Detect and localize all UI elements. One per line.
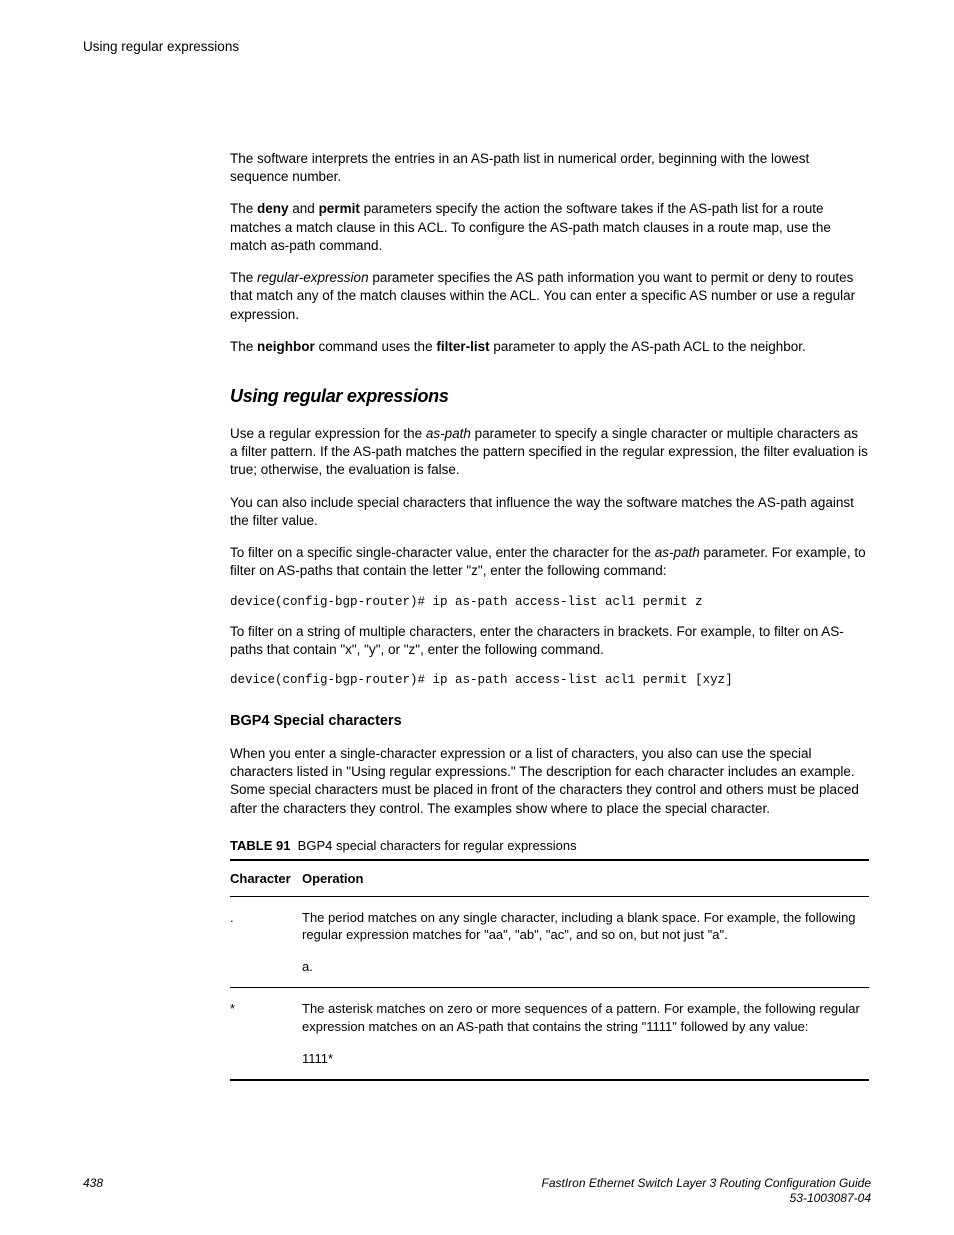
text: The bbox=[230, 270, 257, 285]
main-content: The software interprets the entries in a… bbox=[230, 150, 869, 1081]
footer-doc-info: FastIron Ethernet Switch Layer 3 Routing… bbox=[541, 1176, 871, 1207]
paragraph: The deny and permit parameters specify t… bbox=[230, 200, 869, 255]
operation-text: The period matches on any single charact… bbox=[302, 910, 856, 943]
paragraph: The neighbor command uses the filter-lis… bbox=[230, 338, 869, 356]
footer-title: FastIron Ethernet Switch Layer 3 Routing… bbox=[541, 1176, 871, 1192]
page-number: 438 bbox=[83, 1176, 103, 1190]
bold-term: deny bbox=[257, 201, 289, 216]
paragraph: The regular-expression parameter specifi… bbox=[230, 269, 869, 324]
special-characters-table: Character Operation . The period matches… bbox=[230, 859, 869, 1081]
page-footer: 438 FastIron Ethernet Switch Layer 3 Rou… bbox=[83, 1176, 871, 1207]
column-header: Character bbox=[230, 860, 302, 897]
paragraph: You can also include special characters … bbox=[230, 494, 869, 530]
section-heading: Using regular expressions bbox=[230, 386, 869, 407]
paragraph: To filter on a string of multiple charac… bbox=[230, 623, 869, 659]
table-header-row: Character Operation bbox=[230, 860, 869, 897]
table-label: TABLE 91 bbox=[230, 838, 290, 853]
column-header: Operation bbox=[302, 860, 869, 897]
text: To filter on a specific single-character… bbox=[230, 545, 655, 560]
text: The bbox=[230, 201, 257, 216]
page: Using regular expressions The software i… bbox=[0, 0, 954, 1235]
text: and bbox=[289, 201, 319, 216]
text: parameter to apply the AS-path ACL to th… bbox=[490, 339, 806, 354]
running-header: Using regular expressions bbox=[83, 39, 871, 54]
table-title: BGP4 special characters for regular expr… bbox=[298, 838, 577, 853]
paragraph: The software interprets the entries in a… bbox=[230, 150, 869, 186]
table-row: . The period matches on any single chara… bbox=[230, 896, 869, 988]
text: Use a regular expression for the bbox=[230, 426, 426, 441]
code-block: device(config-bgp-router)# ip as-path ac… bbox=[230, 595, 869, 609]
paragraph: To filter on a specific single-character… bbox=[230, 544, 869, 580]
operation-example: 1111* bbox=[302, 1050, 863, 1068]
cell-operation: The asterisk matches on zero or more seq… bbox=[302, 988, 869, 1080]
italic-term: regular-expression bbox=[257, 270, 369, 285]
text: command uses the bbox=[315, 339, 437, 354]
cell-character: * bbox=[230, 988, 302, 1080]
paragraph: When you enter a single-character expres… bbox=[230, 745, 869, 818]
paragraph: Use a regular expression for the as-path… bbox=[230, 425, 869, 480]
table-caption: TABLE 91 BGP4 special characters for reg… bbox=[230, 838, 869, 853]
cell-character: . bbox=[230, 896, 302, 988]
operation-example: a. bbox=[302, 958, 863, 976]
bold-term: permit bbox=[319, 201, 360, 216]
bold-term: filter-list bbox=[436, 339, 489, 354]
subsection-heading: BGP4 Special characters bbox=[230, 713, 869, 729]
bold-term: neighbor bbox=[257, 339, 315, 354]
cell-operation: The period matches on any single charact… bbox=[302, 896, 869, 988]
text: The bbox=[230, 339, 257, 354]
operation-text: The asterisk matches on zero or more seq… bbox=[302, 1001, 860, 1034]
footer-docnum: 53-1003087-04 bbox=[541, 1191, 871, 1207]
table-row: * The asterisk matches on zero or more s… bbox=[230, 988, 869, 1080]
code-block: device(config-bgp-router)# ip as-path ac… bbox=[230, 673, 869, 687]
italic-term: as-path bbox=[655, 545, 700, 560]
italic-term: as-path bbox=[426, 426, 471, 441]
